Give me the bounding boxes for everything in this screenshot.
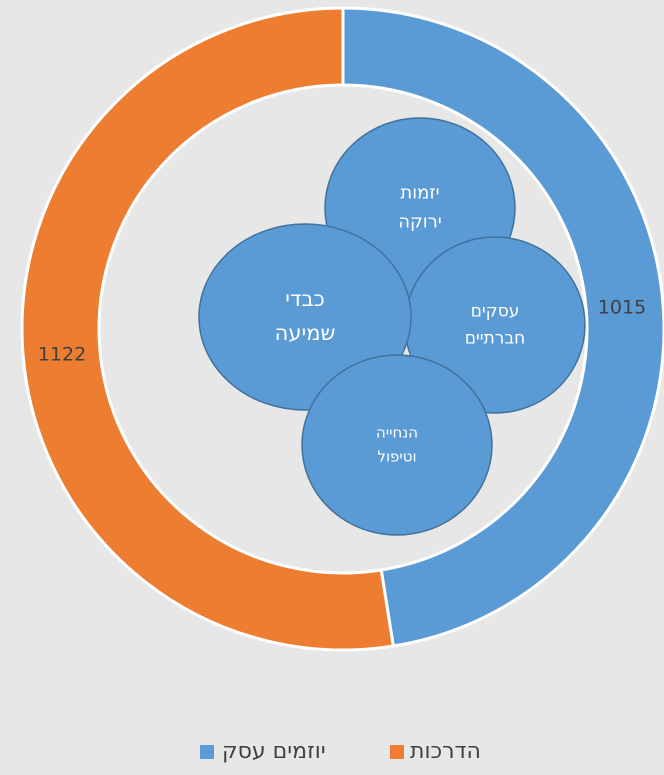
- annotation-text: שמיעה: [275, 321, 336, 345]
- legend-swatch: [200, 745, 214, 759]
- data-label: 1122: [38, 344, 86, 366]
- annotation-text: חברתיים: [465, 329, 526, 349]
- legend-label: יוזמים עסק: [222, 739, 326, 764]
- doughnut-segment: [20, 6, 396, 652]
- annotation-text: כבדי: [285, 287, 324, 311]
- doughnut-segment: [341, 6, 664, 648]
- legend-label: הדרכות: [410, 739, 481, 764]
- legend-swatch: [390, 745, 404, 759]
- annotation-bubble: [301, 354, 493, 536]
- annotation-text: יזמות: [400, 183, 439, 204]
- data-label: 1015: [598, 297, 646, 319]
- annotation-text: הנחייה: [376, 424, 418, 442]
- annotation-text: וטיפול: [377, 448, 416, 466]
- annotation-text: ירוקה: [398, 211, 442, 232]
- annotation-text: עסקים: [471, 301, 520, 321]
